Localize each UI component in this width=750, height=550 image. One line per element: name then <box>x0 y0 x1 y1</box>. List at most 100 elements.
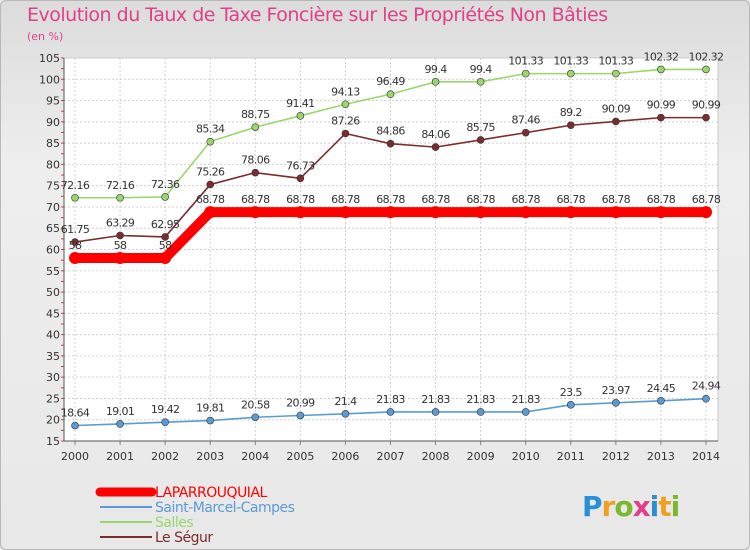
series-salles-data-label: 94.13 <box>331 85 360 98</box>
x-tick-label: 2009 <box>467 450 495 463</box>
series-laparrouquial-data-label: 68.78 <box>692 193 721 206</box>
series-saint-marcel-campes-point <box>476 408 485 416</box>
series-saint-marcel-campes-data-label: 21.4 <box>334 395 357 408</box>
series-salles-point <box>161 193 169 201</box>
series-saint-marcel-campes-point <box>386 408 395 416</box>
y-tick-label: 40 <box>46 329 60 342</box>
logo-letter: o <box>614 490 633 523</box>
series-le-segur-point <box>431 143 440 151</box>
series-salles-point <box>116 193 124 202</box>
series-laparrouquial-data-label: 68.78 <box>331 193 360 206</box>
series-saint-marcel-campes-data-label: 21.83 <box>376 393 405 406</box>
series-le-segur-data-label: 76.73 <box>286 159 315 172</box>
series-laparrouquial-point <box>249 206 262 219</box>
x-tick-label: 2008 <box>422 450 450 463</box>
series-saint-marcel-campes-data-label: 24.45 <box>647 382 676 395</box>
series-laparrouquial-point <box>519 206 532 219</box>
logo-letter: x <box>632 490 651 523</box>
series-laparrouquial-data-label: 68.78 <box>421 193 450 206</box>
series-le-segur-point <box>612 117 620 126</box>
series-laparrouquial-point <box>564 206 577 219</box>
series-salles-point <box>612 69 620 78</box>
series-saint-marcel-campes-point <box>431 408 440 416</box>
series-saint-marcel-campes-data-label: 18.64 <box>61 407 90 420</box>
series-laparrouquial-data-label: 68.78 <box>286 193 315 206</box>
series-le-segur-point <box>566 121 575 130</box>
series-laparrouquial-point <box>384 206 397 219</box>
series-le-segur-data-label: 84.06 <box>421 128 450 141</box>
y-tick-label: 75 <box>46 180 60 193</box>
proxiti-logo: Proxiti <box>582 490 680 523</box>
x-tick-label: 2013 <box>647 450 675 463</box>
x-tick-label: 2006 <box>331 450 359 463</box>
y-tick-label: 30 <box>46 371 60 384</box>
x-tick-label: 2007 <box>377 450 405 463</box>
y-tick-label: 95 <box>46 95 60 108</box>
series-saint-marcel-campes-point <box>71 421 79 430</box>
series-le-segur-point <box>341 129 350 138</box>
y-tick-label: 105 <box>39 52 60 65</box>
series-saint-marcel-campes-point <box>521 408 530 416</box>
series-laparrouquial-data-label: 58 <box>159 239 172 252</box>
series-salles-point <box>476 78 485 86</box>
series-salles-point <box>566 69 575 78</box>
series-laparrouquial-point <box>609 206 622 219</box>
series-le-segur-data-label: 62.95 <box>151 218 180 231</box>
series-salles-data-label: 88.75 <box>241 108 270 121</box>
series-le-segur-point <box>657 113 665 122</box>
series-saint-marcel-campes-legend-label: Saint-Marcel-Campes <box>155 500 295 516</box>
y-tick-label: 65 <box>46 222 60 235</box>
series-saint-marcel-campes-data-label: 23.97 <box>602 384 631 397</box>
series-salles-legend-label: Salles <box>155 515 193 531</box>
series-le-segur-point <box>521 128 530 137</box>
series-le-segur-data-label: 90.99 <box>647 99 676 112</box>
series-laparrouquial-data-label: 68.78 <box>241 193 270 206</box>
series-le-segur-point <box>702 113 710 122</box>
logo-letter: i <box>649 490 660 523</box>
series-laparrouquial-data-label: 68.78 <box>602 193 631 206</box>
logo-letter: r <box>601 490 616 523</box>
y-tick-label: 15 <box>46 435 60 448</box>
series-laparrouquial-point <box>204 206 217 219</box>
x-tick-label: 2005 <box>286 450 314 463</box>
series-salles-data-label: 96.49 <box>376 75 405 88</box>
series-laparrouquial-data-label: 68.78 <box>647 193 676 206</box>
series-le-segur-data-label: 85.75 <box>466 121 495 134</box>
series-saint-marcel-campes-point <box>251 413 260 422</box>
series-le-segur-data-label: 63.29 <box>106 216 135 229</box>
series-salles-point <box>206 137 215 146</box>
series-le-segur-legend-label: Le Ségur <box>155 530 213 546</box>
series-salles-data-label: 102.32 <box>643 50 678 63</box>
series-le-segur-data-label: 78.06 <box>241 154 270 167</box>
series-saint-marcel-campes-point <box>612 399 620 407</box>
series-laparrouquial-point <box>159 252 172 265</box>
y-tick-label: 50 <box>46 286 60 299</box>
series-saint-marcel-campes-data-label: 21.83 <box>466 393 495 406</box>
series-salles-point <box>702 65 710 74</box>
series-le-segur-point <box>296 174 305 183</box>
series-saint-marcel-campes-point <box>702 394 710 403</box>
series-salles-point <box>386 90 395 99</box>
series-saint-marcel-campes-point <box>296 411 305 420</box>
series-le-segur-data-label: 84.86 <box>376 125 405 138</box>
series-saint-marcel-campes-point <box>206 416 215 425</box>
series-laparrouquial-point <box>339 206 352 219</box>
y-tick-label: 85 <box>46 137 60 150</box>
logo-letter: P <box>582 490 603 523</box>
series-salles-data-label: 99.4 <box>425 63 448 76</box>
series-saint-marcel-campes-data-label: 24.94 <box>692 380 721 393</box>
series-le-segur-data-label: 89.2 <box>560 106 582 119</box>
series-laparrouquial-data-label: 58 <box>69 239 82 252</box>
series-salles-point <box>431 78 440 86</box>
series-saint-marcel-campes-data-label: 23.5 <box>560 386 583 399</box>
series-le-segur-data-label: 90.09 <box>602 102 631 115</box>
series-laparrouquial-point <box>654 206 667 219</box>
x-tick-label: 2010 <box>512 450 540 463</box>
series-le-segur-data-label: 87.46 <box>511 114 540 127</box>
series-laparrouquial-legend-label: LAPARROUQUIAL <box>155 485 268 501</box>
series-saint-marcel-campes-data-label: 20.99 <box>286 397 315 410</box>
series-salles-point <box>251 123 260 131</box>
series-salles-point <box>521 69 530 78</box>
x-tick-label: 2004 <box>241 450 269 463</box>
